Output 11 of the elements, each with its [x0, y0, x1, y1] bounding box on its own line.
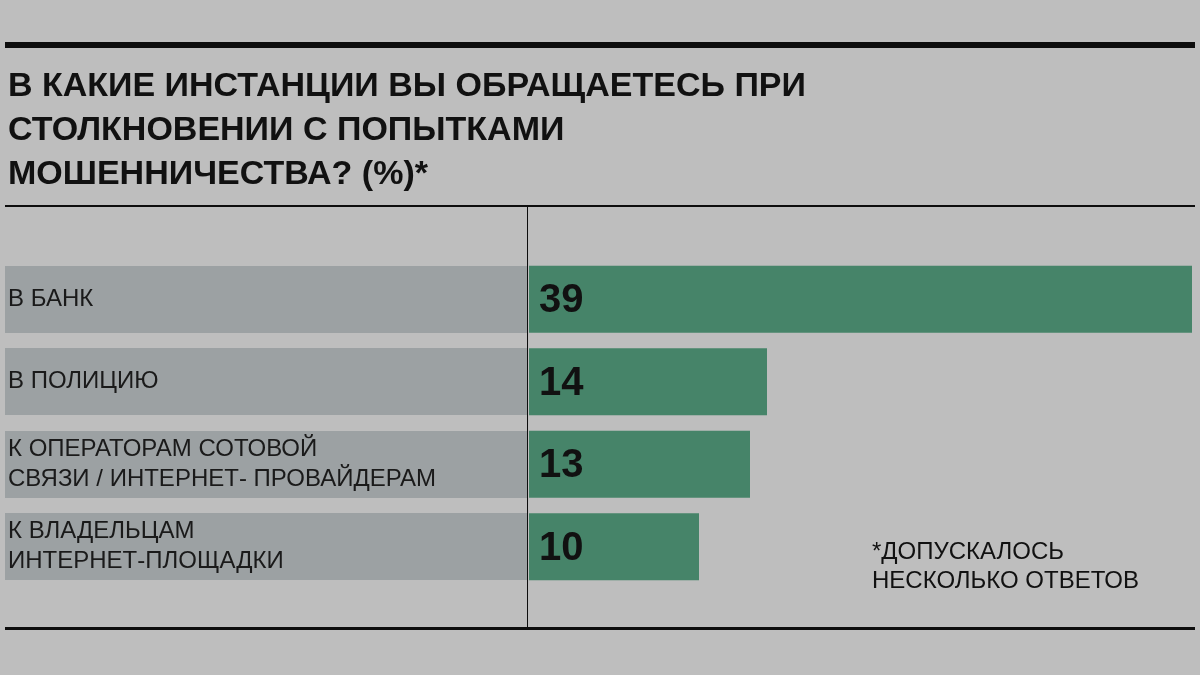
y-tick-label: В ПОЛИЦИЮ [8, 366, 159, 394]
data-label: 39 [539, 276, 584, 321]
y-tick-label: К ОПЕРАТОРАМ СОТОВОЙ СВЯЗИ / ИНТЕРНЕТ- ПРОВАЙДЕРАМ [8, 433, 437, 491]
data-label: 14 [539, 358, 585, 403]
y-tick-label: В БАНК [8, 283, 94, 311]
data-label: 13 [539, 441, 584, 486]
y-tick-label: К ВЛАДЕЛЬЦАМ ИНТЕРНЕТ-ПЛОЩАДКИ [8, 516, 284, 574]
chart-title: В КАКИЕ ИНСТАНЦИИ ВЫ ОБРАЩАЕТЕСЬ ПРИ СТОЛКНОВЕНИИ С ПОПЫТКАМИ МОШЕННИЧЕСТВА? (%)* [8, 64, 807, 193]
bar [529, 513, 699, 581]
data-label: 10 [539, 523, 584, 568]
annotation: *ДОПУСКАЛОСЬ НЕСКОЛЬКО ОТВЕТОВ [872, 536, 1140, 594]
